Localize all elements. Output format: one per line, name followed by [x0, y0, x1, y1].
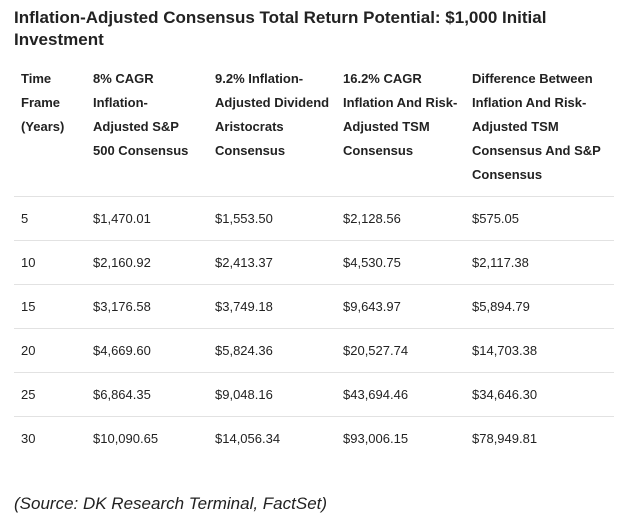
header-dividend-aristocrats-consensus: 9.2% Inflation-Adjusted Dividend Aristoc…	[208, 62, 336, 197]
cell-years: 10	[14, 240, 86, 285]
table-row: 20 $4,669.60 $5,824.36 $20,527.74 $14,70…	[14, 328, 614, 373]
cell-sp500: $3,176.58	[86, 284, 208, 329]
cell-difference: $78,949.81	[472, 430, 538, 446]
cell-aristocrats: $14,056.34	[215, 430, 281, 446]
cell-years: 15	[14, 284, 86, 329]
table-row: 25 $6,864.35 $9,048.16 $43,694.46 $34,64…	[14, 372, 614, 417]
cell-tsm: $43,694.46	[336, 372, 465, 417]
cell-difference: $2,117.38	[465, 240, 614, 285]
cell-aristocrats: $3,749.18	[208, 284, 336, 329]
header-difference: Difference Between Inflation And Risk-Ad…	[465, 62, 614, 197]
table-row: 15 $3,176.58 $3,749.18 $9,643.97 $5,894.…	[14, 284, 614, 329]
cell-aristocrats: $1,553.50	[208, 196, 336, 241]
cell-difference: $575.05	[465, 196, 614, 241]
cell-difference: $14,703.38	[465, 328, 614, 373]
table-title: Inflation-Adjusted Consensus Total Retur…	[14, 8, 547, 49]
cell-difference: $5,894.79	[465, 284, 614, 329]
cell-tsm: $2,128.56	[336, 196, 465, 241]
cell-years: 20	[14, 328, 86, 373]
header-time-frame: Time Frame (Years)	[14, 62, 86, 197]
cell-years: 25	[14, 372, 86, 417]
table-row: 30 $10,090.65 $14,056.34 $93,006.15 $78,…	[14, 417, 614, 461]
cell-aristocrats: $5,824.36	[208, 328, 336, 373]
cell-sp500: $6,864.35	[86, 372, 208, 417]
cell-tsm: $9,643.97	[336, 284, 465, 329]
table-header: Time Frame (Years) 8% CAGR Inflation-Adj…	[14, 62, 614, 197]
header-tsm-consensus: 16.2% CAGR Inflation And Risk-Adjusted T…	[336, 62, 465, 197]
cell-sp500: $1,470.01	[86, 196, 208, 241]
cell-sp500: $10,090.65	[93, 430, 159, 446]
table-row: 10 $2,160.92 $2,413.37 $4,530.75 $2,117.…	[14, 240, 614, 285]
header-row: Time Frame (Years) 8% CAGR Inflation-Adj…	[14, 62, 614, 197]
table-row: 5 $1,470.01 $1,553.50 $2,128.56 $575.05	[14, 196, 614, 241]
source-note: (Source: DK Research Terminal, FactSet)	[14, 494, 328, 513]
table-body: 5 $1,470.01 $1,553.50 $2,128.56 $575.05 …	[14, 196, 614, 461]
cell-tsm: $4,530.75	[336, 240, 465, 285]
cell-tsm: $20,527.74	[336, 328, 465, 373]
header-sp500-consensus: 8% CAGR Inflation-Adjusted S&P 500 Conse…	[86, 62, 208, 197]
cell-difference: $34,646.30	[465, 372, 614, 417]
cell-sp500: $2,160.92	[86, 240, 208, 285]
cell-aristocrats: $2,413.37	[208, 240, 336, 285]
cell-tsm: $93,006.15	[343, 430, 409, 446]
return-potential-table: Time Frame (Years) 8% CAGR Inflation-Adj…	[14, 62, 614, 460]
cell-years: 5	[14, 196, 86, 241]
cell-sp500: $4,669.60	[86, 328, 208, 373]
cell-years: 30	[21, 430, 36, 446]
cell-aristocrats: $9,048.16	[208, 372, 336, 417]
